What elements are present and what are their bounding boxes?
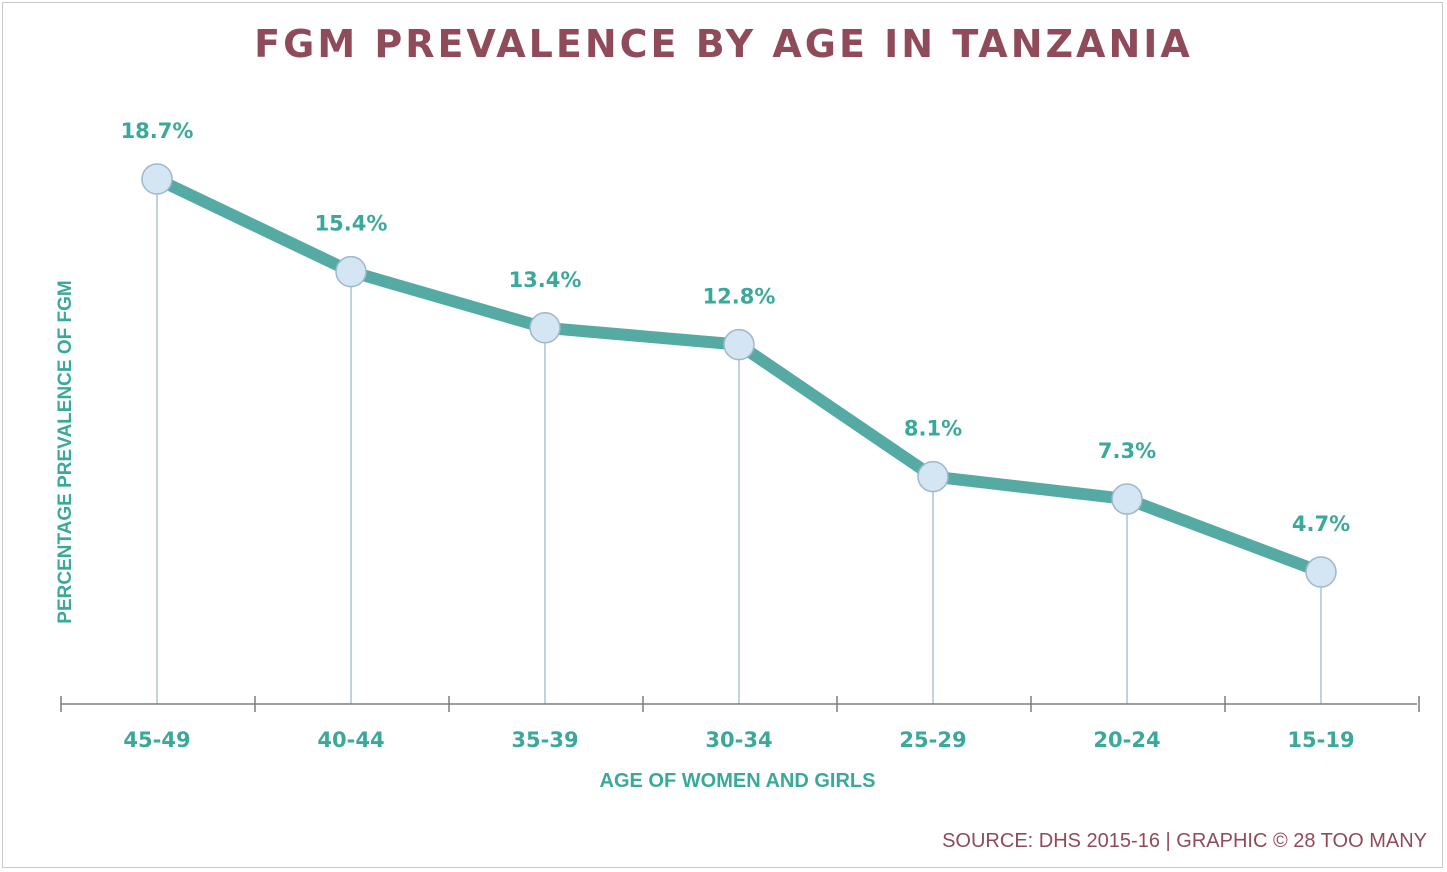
x-axis-label: AGE OF WOMEN AND GIRLS (599, 770, 876, 792)
data-point-15-19 (1305, 556, 1337, 588)
x-tick-label-30-34: 30-34 (705, 728, 772, 752)
x-tick-label-35-39: 35-39 (511, 728, 578, 752)
x-tick-label-20-24: 20-24 (1093, 728, 1160, 752)
drop-lines (156, 179, 1322, 704)
data-label-25-29: 8.1% (904, 417, 962, 441)
markers (141, 163, 1337, 588)
source-note: SOURCE: DHS 2015-16 | GRAPHIC © 28 TOO M… (942, 830, 1427, 852)
data-label-40-44: 15.4% (315, 212, 388, 236)
data-point-30-34 (723, 328, 755, 361)
x-tick-label-45-49: 45-49 (123, 728, 190, 752)
x-axis (60, 696, 1420, 712)
data-point-45-49 (141, 163, 173, 195)
x-tick-label-40-44: 40-44 (317, 728, 384, 752)
data-point-20-24 (1111, 483, 1143, 515)
data-point-35-39 (529, 312, 561, 344)
data-label-45-49: 18.7% (121, 119, 194, 143)
data-point-40-44 (335, 255, 367, 288)
x-tick-label-25-29: 25-29 (899, 728, 966, 752)
chart-title: FGM PREVALENCE BY AGE IN TANZANIA (254, 22, 1193, 66)
data-label-15-19: 4.7% (1292, 512, 1350, 536)
data-label-35-39: 13.4% (509, 268, 582, 292)
data-label-30-34: 12.8% (703, 285, 776, 309)
data-point-25-29 (917, 460, 949, 493)
x-tick-label-15-19: 15-19 (1287, 728, 1354, 752)
data-label-20-24: 7.3% (1098, 439, 1156, 463)
data-labels: 18.7% 15.4% 13.4% 12.8% 8.1% 7.3% 4.7% (121, 119, 1351, 536)
x-tick-labels: 45-49 40-44 35-39 30-34 25-29 20-24 15-19 (123, 728, 1354, 752)
